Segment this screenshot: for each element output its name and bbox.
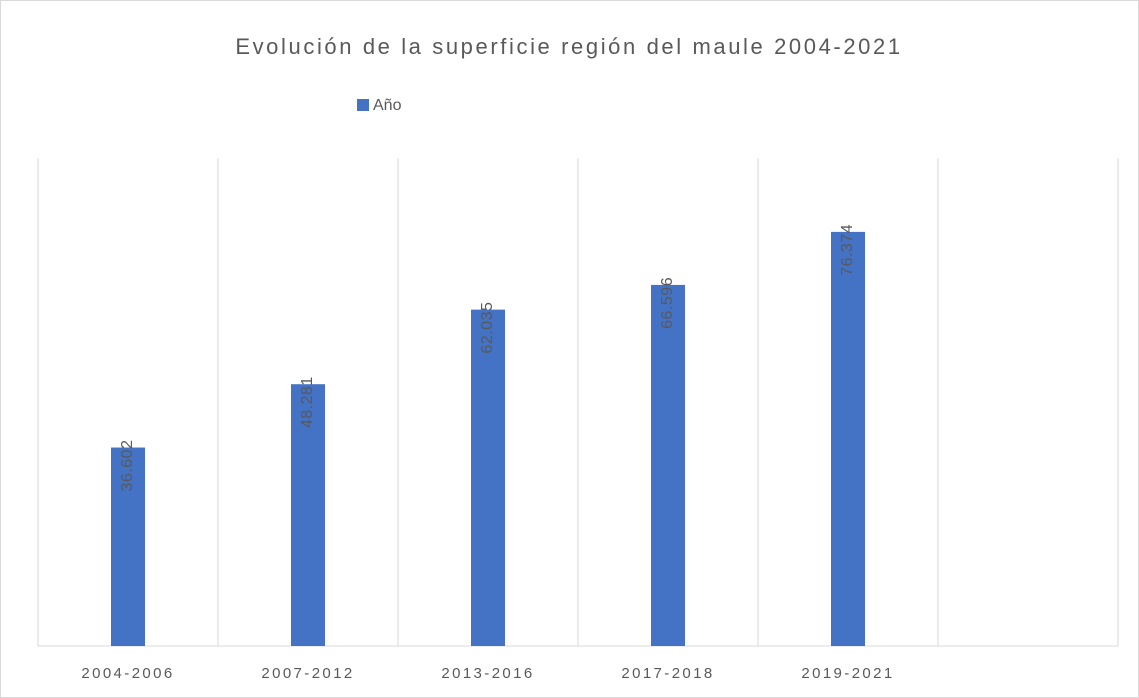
legend-label: Año [373, 97, 402, 114]
data-label: 66.596 [659, 277, 676, 329]
data-label: 48.281 [299, 376, 316, 428]
x-tick-label: 2017-2018 [621, 665, 714, 682]
chart-title: Evolución de la superficie región del ma… [235, 34, 902, 59]
x-tick-label: 2007-2012 [261, 665, 354, 682]
legend-swatch [357, 99, 369, 111]
x-tick-label: 2004-2006 [81, 665, 174, 682]
x-tick-label: 2013-2016 [441, 665, 534, 682]
bar [291, 384, 325, 646]
bar [111, 447, 145, 646]
data-label: 76.374 [839, 224, 856, 276]
bar [471, 309, 505, 646]
data-label: 62.035 [479, 302, 496, 354]
x-tick-label: 2019-2021 [801, 665, 894, 682]
data-label: 36.602 [119, 440, 136, 492]
bar [831, 231, 865, 647]
bar [651, 284, 685, 646]
